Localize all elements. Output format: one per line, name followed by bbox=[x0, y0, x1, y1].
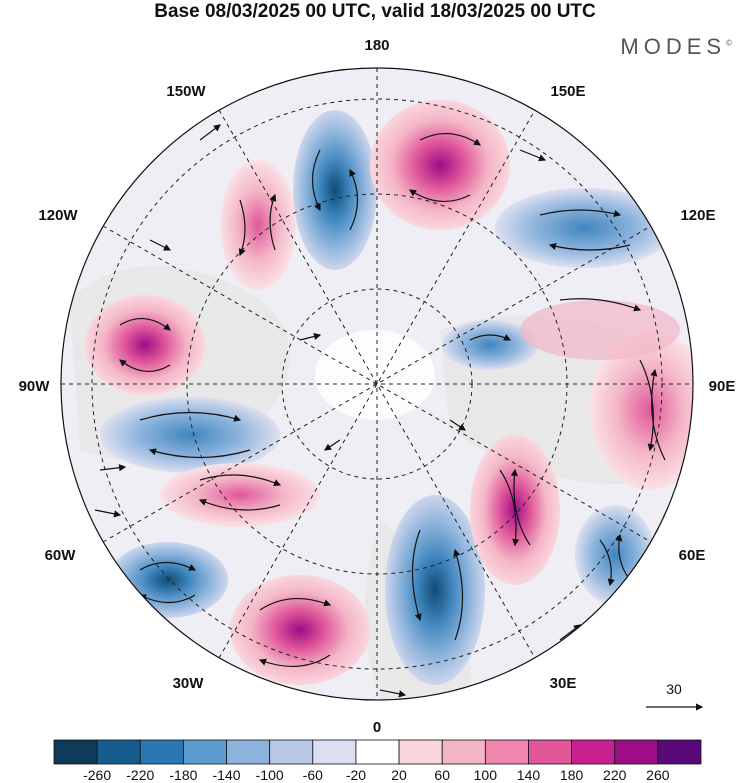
colorbar-swatch bbox=[182, 739, 227, 765]
colorbar-swatch bbox=[96, 739, 141, 765]
map-border bbox=[60, 67, 694, 701]
lon-label-90w: 90W bbox=[19, 378, 51, 395]
colorbar-swatch bbox=[269, 739, 314, 765]
anomaly-high-greenland-s bbox=[160, 463, 320, 527]
lon-label-150w: 150W bbox=[166, 83, 206, 100]
chart-title: Base 08/03/2025 00 UTC, valid 18/03/2025… bbox=[154, 1, 596, 22]
colorbar-swatch bbox=[355, 739, 400, 765]
anomaly-high-eastsib bbox=[520, 300, 680, 360]
colorbar-tick-label: 20 bbox=[391, 767, 407, 783]
colorbar-tick-label: -140 bbox=[213, 767, 241, 783]
colorbar-swatch bbox=[657, 739, 702, 765]
colorbar-swatch bbox=[226, 739, 271, 765]
wind-vectors bbox=[94, 124, 666, 698]
anomaly-low-atlantic bbox=[108, 542, 228, 618]
colorbar-swatch bbox=[312, 739, 357, 765]
anomaly-high-northatlantic bbox=[230, 575, 370, 685]
colorbar-swatch bbox=[53, 739, 98, 765]
lon-label-0: 0 bbox=[373, 719, 381, 736]
colorbar-tick-label: -220 bbox=[126, 767, 154, 783]
lon-label-180: 180 bbox=[364, 37, 389, 54]
colorbar: -260 -220 -180 -140 -100 -60 -20 20 60 100 140 180 2… bbox=[53, 739, 702, 783]
lon-label-120e: 120E bbox=[680, 207, 715, 224]
anomaly-low-pacific bbox=[293, 110, 377, 270]
colorbar-tick-label: 260 bbox=[646, 767, 670, 783]
anomaly-high-alaska bbox=[220, 160, 296, 290]
colorbar-tick-label: 180 bbox=[560, 767, 584, 783]
colorbar-swatch bbox=[398, 739, 443, 765]
lon-label-60w: 60W bbox=[45, 547, 77, 564]
lon-label-30e: 30E bbox=[550, 675, 577, 692]
colorbar-swatch bbox=[571, 739, 616, 765]
lon-label-30w: 30W bbox=[173, 675, 205, 692]
lon-label-90e: 90E bbox=[709, 378, 736, 395]
anomaly-low-siberia bbox=[495, 188, 675, 268]
colorbar-tick-label: 220 bbox=[603, 767, 627, 783]
anomaly-low-scandinavia bbox=[385, 495, 485, 685]
vector-reference-label: 30 bbox=[666, 681, 682, 697]
colorbar-tick-label: -60 bbox=[303, 767, 323, 783]
colorbar-swatch bbox=[441, 739, 486, 765]
lon-label-60e: 60E bbox=[679, 547, 706, 564]
anomaly-low-hudson bbox=[100, 397, 280, 473]
colorbar-swatch bbox=[614, 739, 659, 765]
colorbar-tick-label: 60 bbox=[434, 767, 450, 783]
colorbar-tick-label: 100 bbox=[474, 767, 498, 783]
anomaly-high-centralasia bbox=[590, 330, 693, 490]
colorbar-swatch bbox=[139, 739, 184, 765]
lon-label-120w: 120W bbox=[38, 207, 78, 224]
logo-text: MODES bbox=[620, 34, 727, 59]
colorbar-tick-label: -100 bbox=[256, 767, 284, 783]
logo-mark: © bbox=[726, 38, 732, 48]
colorbar-swatch bbox=[528, 739, 573, 765]
colorbar-tick-label: 140 bbox=[517, 767, 541, 783]
lon-label-150e: 150E bbox=[550, 83, 585, 100]
colorbar-swatch bbox=[484, 739, 529, 765]
modes-logo: MODES© bbox=[620, 34, 732, 60]
anomaly-high-bering bbox=[370, 100, 510, 230]
colorbar-tick-label: -260 bbox=[83, 767, 111, 783]
anomaly-high-canada bbox=[85, 295, 205, 395]
anomaly-field bbox=[61, 68, 693, 700]
colorbar-tick-label: -180 bbox=[169, 767, 197, 783]
colorbar-tick-label: -20 bbox=[346, 767, 366, 783]
